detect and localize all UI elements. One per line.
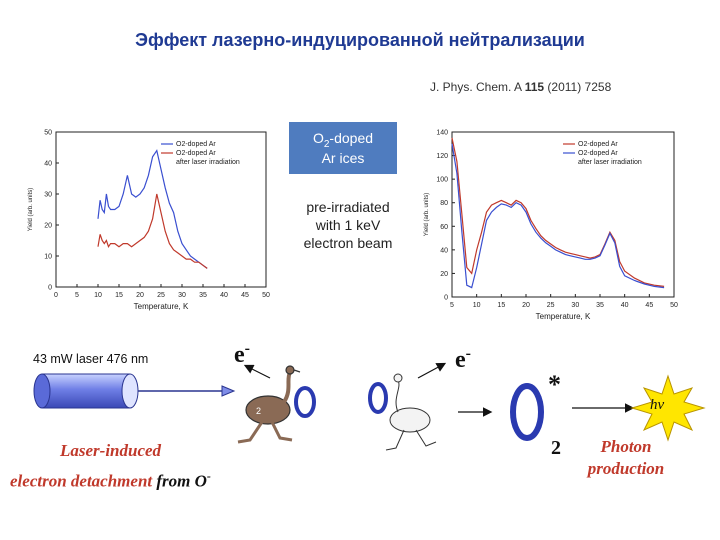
svg-text:2: 2 (256, 406, 261, 416)
laser-cylinder (33, 373, 139, 409)
y-tick-label: 50 (44, 130, 52, 137)
electron-detachment-label: electron detachment from O- (10, 469, 211, 491)
y-tick-label: 100 (436, 177, 448, 184)
y-axis-label: Yield (arb. units) (424, 193, 430, 236)
series-line-1 (451, 143, 665, 289)
y-tick-label: 140 (436, 130, 448, 137)
process-diagram: 2 (33, 362, 706, 451)
plot-frame (451, 131, 675, 298)
pre-irradiated-line-3: electron beam (303, 235, 393, 251)
hv-label: hν (650, 397, 665, 413)
electron-arrow-left (243, 364, 271, 379)
y-tick-label: 60 (440, 224, 448, 231)
ref-volume: 115 (524, 80, 545, 94)
o2-subscript: 2 (551, 437, 561, 459)
photon-burst-icon (630, 374, 706, 442)
x-tick-label: 15 (115, 292, 123, 299)
slide-title: Эффект лазерно-индуцированной нейтрализа… (135, 30, 585, 50)
x-tick-label: 30 (571, 302, 579, 309)
x-tick-label: 10 (473, 302, 481, 309)
x-tick-label: 35 (596, 302, 604, 309)
electron-label-right: e- (455, 345, 471, 373)
x-tick-label: 50 (670, 302, 678, 309)
y-tick-label: 80 (440, 200, 448, 207)
x-tick-label: 30 (178, 292, 186, 299)
ref-prefix: J. Phys. Chem. A (430, 80, 525, 94)
excited-o2-ring-icon (510, 383, 544, 441)
excited-star: * (548, 370, 561, 399)
series-line-1 (97, 193, 208, 269)
plot-frame (55, 131, 267, 288)
x-tick-label: 5 (75, 292, 79, 299)
laser-beam-arrow (138, 385, 236, 397)
legend-label: after laser irradiation (578, 159, 642, 166)
ostrich-sketch-icon (385, 373, 437, 451)
ostrich-icon: 2 (237, 365, 301, 444)
o2-doped-box: O2-doped Ar ices (289, 122, 397, 174)
y-axis-label: Yield (arb. units) (28, 188, 34, 231)
x-tick-label: 45 (241, 292, 249, 299)
y-tick-label: 40 (440, 247, 448, 254)
x-tick-label: 5 (450, 302, 454, 309)
legend-label: O2-doped Ar (578, 150, 618, 157)
electron-label-left: e- (234, 340, 250, 368)
y-tick-label: 30 (44, 192, 52, 199)
o2-ring-icon-right (368, 382, 388, 414)
x-tick-label: 45 (645, 302, 653, 309)
series-line-0 (97, 149, 208, 269)
electron-arrow-right (417, 362, 447, 379)
ref-suffix: (2011) 7258 (544, 80, 612, 94)
legend-label: after laser irradiation (176, 159, 240, 166)
x-tick-label: 25 (547, 302, 555, 309)
pre-irradiated-line-1: pre-irradiated (306, 199, 390, 215)
photon-line-2: production (587, 459, 665, 478)
x-tick-label: 40 (621, 302, 629, 309)
laser-induced-label: Laser-induced (60, 441, 162, 460)
y-tick-label: 120 (436, 153, 448, 160)
yield-chart-right: 5 10 15 20 25 30 35 40 45 50 0 20 40 60 80 100 120 140 Tem… (424, 130, 678, 322)
x-tick-label: 20 (522, 302, 530, 309)
x-tick-label: 50 (262, 292, 270, 299)
o2-box-line1: O2-doped (312, 130, 374, 150)
x-tick-label: 15 (497, 302, 505, 309)
x-axis-label: Temperature, K (536, 312, 591, 321)
y-tick-label: 0 (444, 295, 448, 302)
x-tick-label: 35 (199, 292, 207, 299)
y-tick-label: 40 (44, 161, 52, 168)
journal-reference: J. Phys. Chem. A 115 (2011) 7258 (430, 80, 611, 94)
x-tick-label: 0 (54, 292, 58, 299)
o2-box-line2: Ar ices (321, 149, 365, 166)
legend-label: O2-doped Ar (176, 150, 216, 157)
x-tick-label: 40 (220, 292, 228, 299)
photon-line-1: Photon (600, 437, 652, 456)
x-tick-label: 20 (136, 292, 144, 299)
legend-label: O2-doped Ar (176, 141, 216, 148)
y-tick-label: 10 (44, 254, 52, 261)
series-line-0 (451, 137, 665, 287)
y-tick-label: 0 (48, 285, 52, 292)
y-tick-label: 20 (440, 271, 448, 278)
y-tick-label: 20 (44, 223, 52, 230)
x-axis-label: Temperature, K (134, 302, 189, 311)
x-tick-label: 10 (94, 292, 102, 299)
x-tick-label: 25 (157, 292, 165, 299)
pre-irradiated-label: pre-irradiated with 1 keV electron beam (286, 198, 410, 252)
legend-label: O2-doped Ar (578, 141, 618, 148)
laser-label: 43 mW laser 476 nm (33, 352, 149, 366)
yield-chart-left: 0 5 10 15 20 25 30 35 40 45 50 0 10 20 30 40 50 Temperatu… (28, 130, 270, 312)
photon-production-label: Photon production (574, 436, 678, 480)
pre-irradiated-line-2: with 1 keV (315, 217, 381, 233)
o2-ring-icon (294, 386, 316, 418)
